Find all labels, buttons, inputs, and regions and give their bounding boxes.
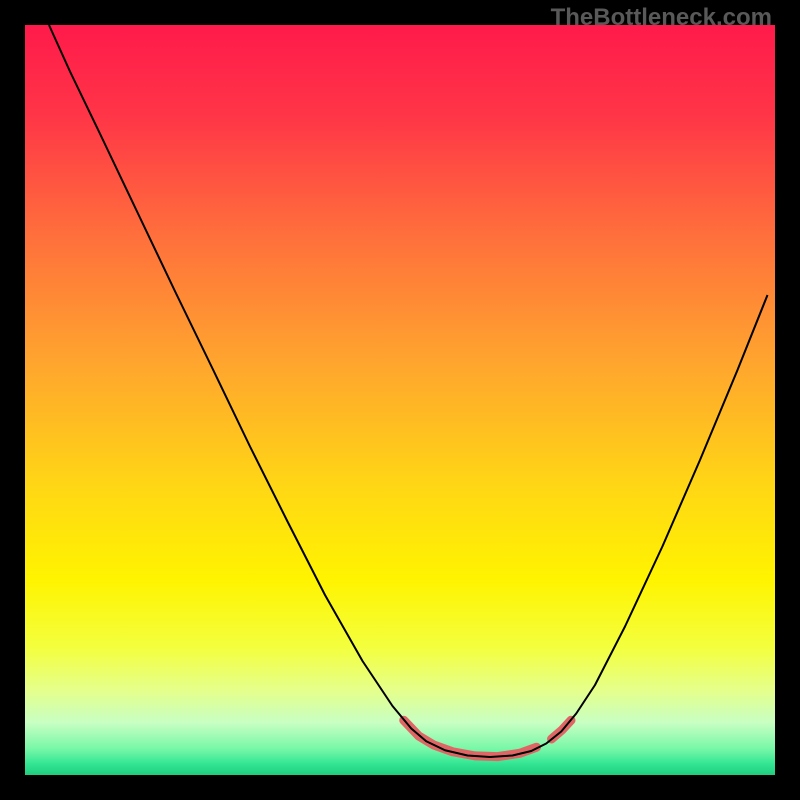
chart-stage: TheBottleneck.com	[0, 0, 800, 800]
bottleneck-curve-chart	[0, 0, 800, 800]
plot-background	[25, 25, 775, 775]
